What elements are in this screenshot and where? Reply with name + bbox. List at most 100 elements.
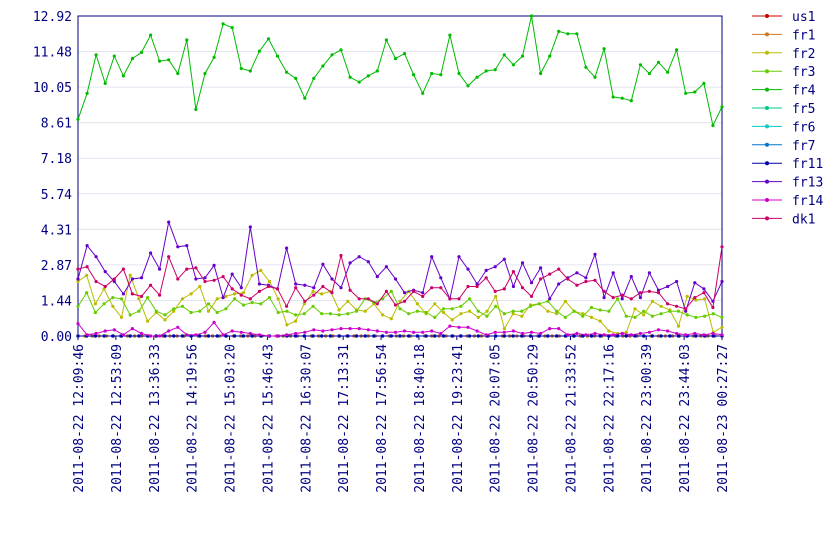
data-point bbox=[103, 329, 107, 333]
data-point bbox=[412, 289, 416, 293]
legend-item-us1: us1 bbox=[752, 10, 815, 25]
data-point bbox=[494, 304, 498, 308]
data-point bbox=[656, 288, 661, 292]
y-tick-label: 0.00 bbox=[41, 330, 72, 345]
data-point bbox=[448, 324, 452, 328]
data-point bbox=[389, 289, 393, 293]
data-point bbox=[176, 277, 180, 281]
data-point bbox=[602, 289, 606, 293]
data-point bbox=[230, 26, 234, 30]
data-point bbox=[85, 91, 89, 95]
series-line bbox=[77, 15, 723, 128]
data-point bbox=[647, 289, 652, 293]
data-point bbox=[659, 334, 663, 338]
data-point bbox=[548, 297, 552, 301]
data-point bbox=[468, 334, 472, 338]
data-point bbox=[384, 330, 388, 334]
x-tick-label: 2011-08-22 16:30:07 bbox=[299, 344, 314, 493]
legend-marker bbox=[765, 50, 769, 55]
data-point bbox=[441, 310, 446, 315]
legend-label: fr4 bbox=[792, 84, 816, 99]
data-point bbox=[248, 69, 252, 73]
data-point bbox=[233, 334, 237, 338]
data-point bbox=[675, 48, 679, 52]
data-point bbox=[528, 304, 533, 308]
data-point bbox=[241, 334, 245, 338]
data-point bbox=[128, 334, 132, 338]
data-point bbox=[76, 267, 80, 271]
data-point bbox=[685, 313, 689, 317]
data-point bbox=[668, 334, 672, 338]
data-point bbox=[557, 327, 561, 331]
data-point bbox=[85, 291, 89, 295]
data-point bbox=[275, 287, 280, 291]
data-point bbox=[402, 52, 407, 56]
data-point bbox=[128, 273, 132, 277]
data-point bbox=[321, 64, 325, 68]
data-point bbox=[203, 71, 207, 76]
data-point bbox=[330, 328, 334, 332]
legend-item-fr1: fr1 bbox=[752, 28, 815, 43]
data-point bbox=[589, 315, 594, 319]
data-point bbox=[439, 73, 443, 77]
data-point bbox=[294, 76, 298, 80]
legend-label: fr5 bbox=[792, 102, 815, 117]
data-point bbox=[103, 270, 107, 274]
y-tick-label: 8.61 bbox=[41, 117, 72, 132]
data-point bbox=[693, 296, 697, 300]
data-point bbox=[475, 284, 479, 289]
data-point bbox=[398, 307, 402, 311]
data-point bbox=[424, 334, 428, 338]
data-point bbox=[321, 262, 325, 266]
data-point bbox=[303, 96, 307, 100]
data-point bbox=[563, 315, 568, 319]
data-point bbox=[137, 309, 141, 313]
data-point bbox=[384, 289, 388, 293]
data-point bbox=[457, 71, 461, 76]
data-point bbox=[466, 284, 470, 289]
data-point bbox=[598, 334, 602, 338]
data-point bbox=[337, 308, 341, 312]
data-point bbox=[194, 266, 198, 270]
data-point bbox=[130, 277, 134, 281]
series-fr4 bbox=[76, 14, 724, 128]
series-dk1 bbox=[76, 245, 724, 311]
data-point bbox=[537, 334, 541, 338]
grid-lines bbox=[78, 51, 722, 301]
data-point bbox=[348, 288, 352, 292]
data-point bbox=[241, 291, 245, 295]
x-axis-ticks: 2011-08-22 12:09:46 2011-08-22 12:53:09 20… bbox=[72, 336, 731, 493]
data-point bbox=[366, 328, 370, 332]
data-point bbox=[638, 296, 643, 300]
data-point bbox=[221, 275, 225, 279]
data-point bbox=[685, 294, 689, 298]
x-tick-label: 2011-08-22 13:36:33 bbox=[148, 344, 163, 493]
data-point bbox=[312, 286, 316, 290]
data-point bbox=[563, 334, 568, 338]
data-point bbox=[230, 329, 234, 333]
data-point bbox=[93, 302, 97, 306]
x-tick-label: 2011-08-22 20:50:29 bbox=[527, 344, 542, 493]
data-point bbox=[119, 315, 124, 319]
data-point bbox=[684, 307, 688, 311]
data-point bbox=[511, 284, 515, 289]
data-point bbox=[676, 334, 681, 338]
data-point bbox=[393, 330, 398, 334]
data-point bbox=[285, 304, 289, 308]
data-point bbox=[484, 276, 488, 280]
x-tick-label: 2011-08-22 17:56:54 bbox=[375, 344, 390, 493]
data-point bbox=[584, 276, 588, 280]
data-point bbox=[520, 314, 524, 318]
data-point bbox=[285, 309, 289, 313]
data-point bbox=[584, 279, 588, 284]
data-point bbox=[593, 278, 597, 282]
x-tick-label: 2011-08-22 15:46:43 bbox=[261, 344, 276, 493]
data-point bbox=[275, 54, 280, 58]
data-point bbox=[539, 71, 543, 76]
data-point bbox=[250, 273, 254, 277]
data-point bbox=[468, 309, 472, 313]
data-point bbox=[439, 286, 443, 290]
data-point bbox=[502, 330, 506, 334]
data-point bbox=[294, 319, 298, 323]
